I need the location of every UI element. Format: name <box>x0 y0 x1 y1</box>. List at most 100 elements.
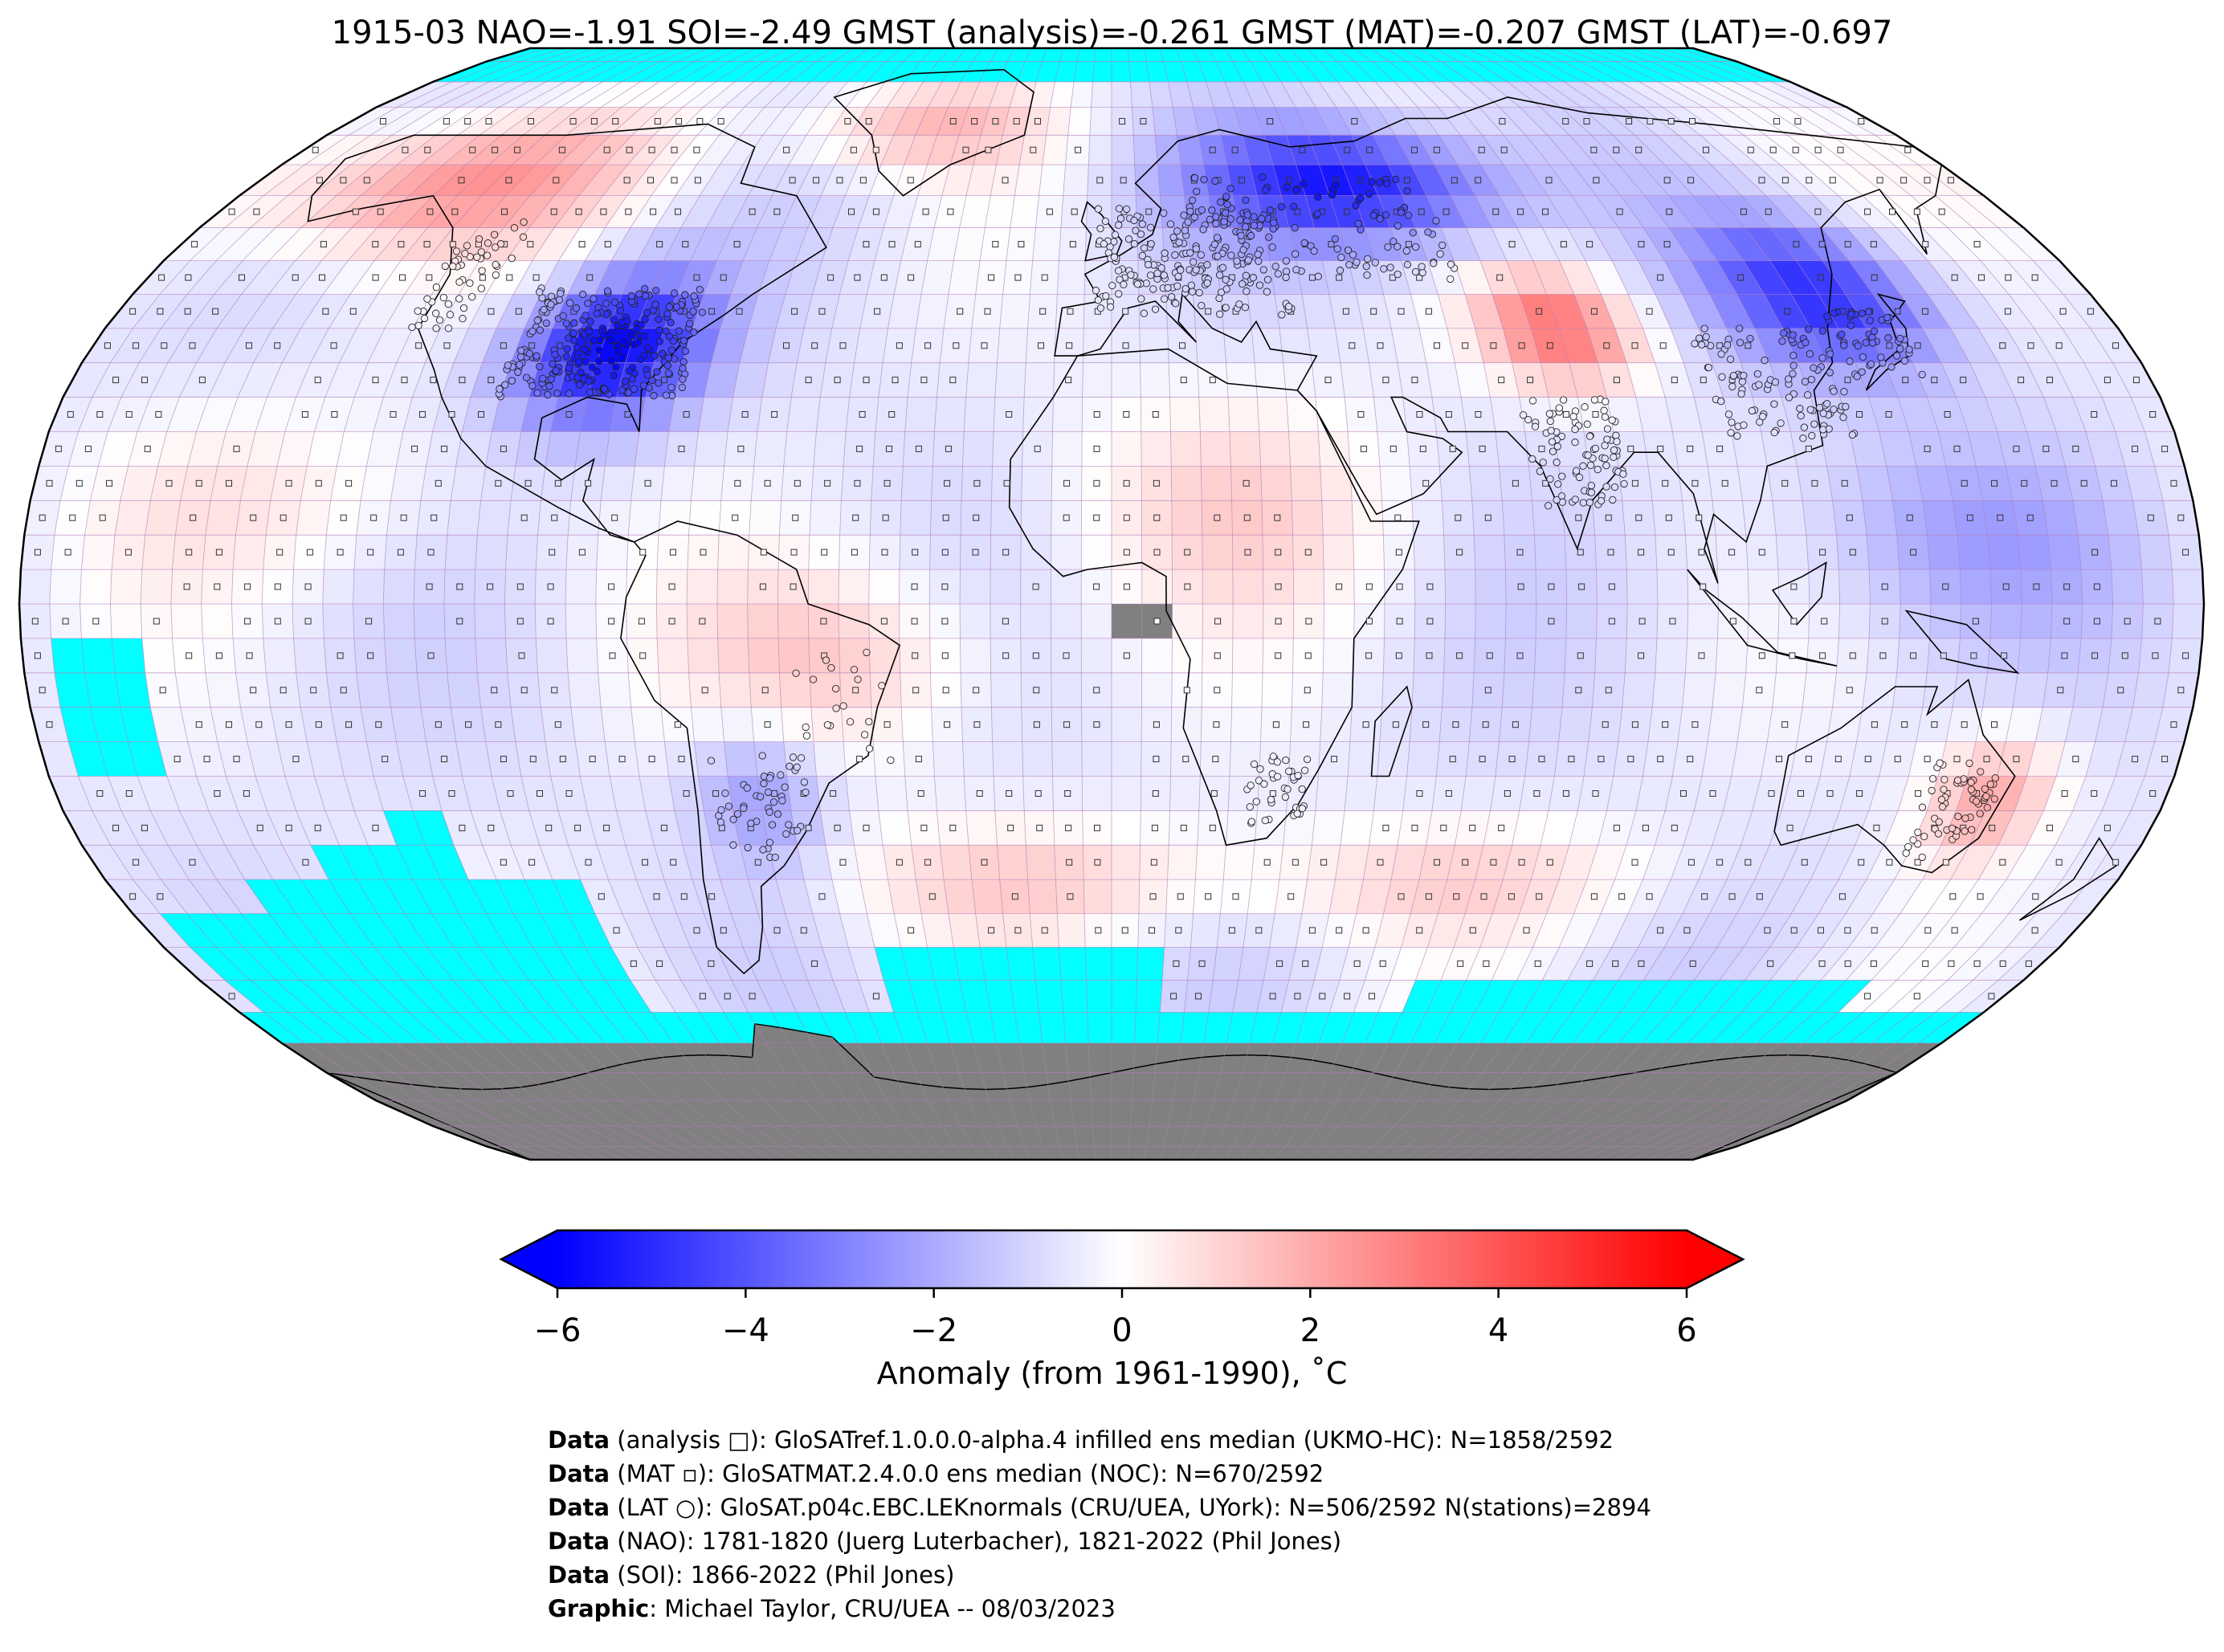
grid-cell <box>1171 466 1202 501</box>
grid-cell <box>687 638 720 673</box>
land-station-marker <box>1092 287 1100 295</box>
grid-cell <box>1411 165 1451 196</box>
ocean-observation-marker <box>1665 514 1672 521</box>
land-station-marker <box>588 363 597 371</box>
ocean-observation-marker <box>1618 893 1626 900</box>
ocean-observation-marker <box>1498 824 1505 831</box>
ocean-observation-marker <box>818 308 826 315</box>
grid-cell <box>268 947 327 981</box>
grid-cell <box>597 845 637 880</box>
grid-cell <box>1526 1012 1573 1043</box>
colorbar-outline <box>499 1229 1745 1290</box>
land-station-marker <box>1590 396 1599 404</box>
land-station-marker <box>1349 251 1357 259</box>
land-station-marker <box>452 247 461 255</box>
ocean-observation-marker <box>944 479 951 487</box>
grid-cell <box>927 135 959 165</box>
ocean-observation-marker <box>1398 308 1405 315</box>
land-station-marker <box>1273 773 1282 781</box>
land-station-marker <box>1331 235 1339 243</box>
grid-cell <box>1711 165 1766 196</box>
ocean-observation-marker <box>547 618 554 625</box>
ocean-observation-marker <box>189 342 196 349</box>
grid-cell <box>1895 1012 1960 1043</box>
ocean-observation-marker <box>1500 146 1508 153</box>
ocean-observation-marker <box>700 549 707 556</box>
land-station-marker <box>634 338 643 347</box>
grid-cell <box>858 1042 894 1073</box>
grid-cell <box>1655 638 1687 673</box>
grid-cell <box>479 107 540 136</box>
grid-cell <box>160 913 217 948</box>
land-station-marker <box>455 278 463 286</box>
ocean-observation-marker <box>1152 790 1159 797</box>
land-station-marker <box>1267 795 1275 804</box>
grid-cell <box>1780 1012 1839 1043</box>
grid-cell <box>2103 500 2139 536</box>
ocean-observation-marker <box>1818 274 1824 281</box>
grid-cell <box>1665 397 1703 432</box>
grid-cell <box>1810 328 1855 363</box>
ocean-observation-marker <box>1357 411 1365 418</box>
land-station-marker <box>1281 793 1290 802</box>
ocean-observation-marker <box>1362 927 1369 934</box>
grid-cell <box>2055 810 2103 846</box>
grid-cell <box>944 879 976 914</box>
land-station-marker <box>1559 396 1568 404</box>
land-station-marker <box>565 390 573 398</box>
grid-cell <box>396 741 433 777</box>
ocean-observation-marker <box>349 308 357 315</box>
land-station-marker <box>525 349 533 357</box>
grid-cell <box>1745 227 1797 261</box>
grid-cell <box>1559 845 1598 880</box>
ocean-observation-marker <box>1516 549 1524 556</box>
grid-cell <box>110 604 142 638</box>
grid-cell <box>1228 397 1259 432</box>
ocean-observation-marker <box>1475 411 1482 418</box>
grid-cell <box>1388 1012 1427 1043</box>
grid-cell <box>1094 48 1112 62</box>
ocean-observation-marker <box>528 118 534 124</box>
colorbar-tick-label: 6 <box>1676 1312 1697 1349</box>
grid-cell <box>1569 1042 1619 1073</box>
grid-cell <box>440 879 487 914</box>
land-station-marker <box>1200 175 1208 184</box>
grid-cell <box>1717 980 1771 1013</box>
land-station-marker <box>1528 397 1537 405</box>
grid-cell <box>529 1012 582 1043</box>
ocean-observation-marker <box>1002 549 1010 556</box>
ocean-observation-marker <box>917 790 924 797</box>
grid-cell <box>1853 135 1919 165</box>
grid-cell <box>917 1012 951 1043</box>
ocean-observation-marker <box>1067 893 1074 900</box>
grid-cell <box>277 431 315 467</box>
ocean-observation-marker <box>250 687 257 694</box>
ocean-observation-marker <box>39 514 46 521</box>
ocean-observation-marker <box>1901 721 1908 728</box>
ocean-observation-marker <box>1523 927 1530 934</box>
ocean-observation-marker <box>1426 618 1434 625</box>
ocean-observation-marker <box>316 177 323 184</box>
land-station-marker <box>484 239 492 247</box>
ocean-observation-marker <box>306 549 313 556</box>
ocean-observation-marker <box>800 927 807 934</box>
land-station-marker <box>1823 312 1831 320</box>
land-station-marker <box>1859 353 1867 361</box>
ocean-observation-marker <box>1351 118 1358 124</box>
ocean-observation-marker <box>1180 377 1187 384</box>
grid-cell <box>361 466 397 501</box>
land-station-marker <box>773 810 782 818</box>
ocean-observation-marker <box>367 549 374 556</box>
grid-cell <box>1415 227 1455 261</box>
grid-cell <box>1635 397 1673 432</box>
ocean-observation-marker <box>2091 790 2098 797</box>
ocean-observation-marker <box>524 479 532 487</box>
land-station-marker <box>1718 373 1726 381</box>
ocean-observation-marker <box>184 308 191 315</box>
ocean-observation-marker <box>1590 893 1598 900</box>
ocean-observation-marker <box>856 445 863 452</box>
ocean-observation-marker <box>1183 687 1190 694</box>
grid-cell <box>1693 195 1745 228</box>
land-station-marker <box>516 361 524 369</box>
ocean-observation-marker <box>1149 893 1157 900</box>
